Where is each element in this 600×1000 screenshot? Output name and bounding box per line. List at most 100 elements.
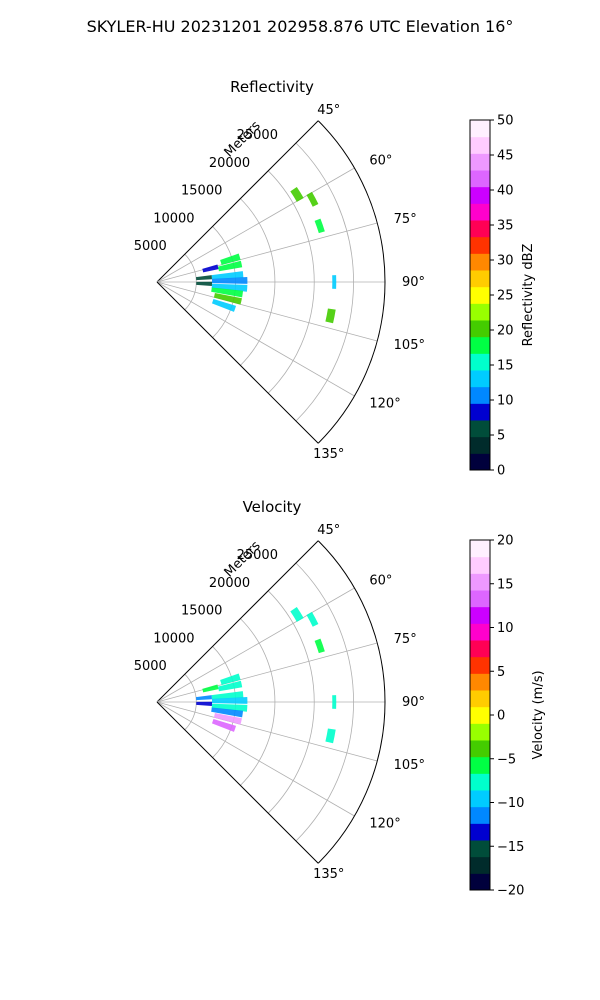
velocity-colorbar-swatch-18	[470, 573, 490, 591]
velocity-colorbar-swatch-13	[470, 656, 490, 674]
reflectivity-colorbar-swatch-15	[470, 203, 490, 221]
velocity-colorbar-swatch-19	[470, 556, 490, 574]
reflectivity-title: Reflectivity	[230, 78, 314, 96]
reflectivity-colorbar-swatch-8	[470, 320, 490, 338]
velocity-colorbar-swatch-5	[470, 790, 490, 808]
reflectivity-colorbar-tick-label-2: 10	[497, 394, 514, 409]
reflectivity-colorbar-swatch-14	[470, 220, 490, 238]
reflectivity-colorbar-swatch-11	[470, 270, 490, 288]
reflectivity-echo-13	[314, 218, 325, 234]
velocity-spoke-6	[156, 701, 319, 864]
reflectivity-spoke-6	[156, 281, 319, 444]
reflectivity-colorbar-swatch-20	[470, 120, 490, 138]
reflectivity-theta-label-3: 90°	[402, 275, 425, 290]
velocity-colorbar-tick-label-3: −5	[497, 752, 516, 767]
reflectivity-colorbar-swatch-4	[470, 386, 490, 404]
reflectivity-echo-2	[211, 283, 248, 292]
reflectivity-colorbar-swatch-18	[470, 153, 490, 171]
reflectivity-colorbar-tick-label-9: 45	[497, 149, 514, 164]
velocity-echo-9	[196, 701, 213, 707]
reflectivity-echo-11	[290, 186, 304, 202]
reflectivity-colorbar-swatch-19	[470, 136, 490, 154]
velocity-spoke-4	[156, 701, 378, 762]
reflectivity-echo-12	[306, 191, 319, 207]
velocity-echo-4	[217, 680, 243, 692]
reflectivity-colorbar-tick-label-5: 25	[497, 289, 514, 304]
reflectivity-colorbar-swatch-13	[470, 236, 490, 254]
velocity-colorbar-swatch-4	[470, 806, 490, 824]
velocity-echo-10	[202, 684, 219, 693]
reflectivity-echo-3	[211, 287, 244, 298]
velocity-sector: 45° 60° 75° 90° 105° 120° 135° 5000 10000 15000 20…	[134, 523, 425, 882]
velocity-colorbar-swatch-2	[470, 840, 490, 858]
velocity-colorbar-tick-label-5: 5	[497, 665, 505, 680]
reflectivity-theta-label-4: 105°	[394, 338, 425, 353]
velocity-echo-12	[306, 611, 319, 627]
velocity-theta-label-4: 105°	[394, 758, 425, 773]
reflectivity-theta-label-6: 135°	[313, 447, 344, 462]
reflectivity-spoke-0	[156, 120, 319, 283]
reflectivity-colorbar-tick-label-7: 35	[497, 219, 514, 234]
reflectivity-echo-8	[196, 275, 212, 281]
velocity-spoke-5	[156, 701, 355, 817]
velocity-colorbar-tick-label-2: −10	[497, 796, 524, 811]
velocity-colorbar-tick-label-6: 10	[497, 621, 514, 636]
reflectivity-colorbar-tick-label-10: 50	[497, 114, 514, 129]
velocity-colorbar-tick-label-1: −15	[497, 840, 524, 855]
velocity-echo-14	[332, 695, 337, 709]
velocity-theta-label-2: 75°	[394, 632, 417, 647]
reflectivity-theta-label-1: 60°	[369, 154, 392, 169]
velocity-theta-label-1: 60°	[369, 574, 392, 589]
velocity-colorbar-swatch-6	[470, 773, 490, 791]
velocity-r-label-2: 15000	[181, 604, 222, 619]
velocity-colorbar-swatch-7	[470, 756, 490, 774]
reflectivity-r-label-0: 5000	[134, 239, 167, 254]
reflectivity-colorbar-swatch-2	[470, 420, 490, 438]
reflectivity-r-label-2: 15000	[181, 184, 222, 199]
reflectivity-theta-label-2: 75°	[394, 212, 417, 227]
reflectivity-colorbar-tick-label-0: 0	[497, 464, 505, 479]
reflectivity-colorbar-swatch-12	[470, 253, 490, 271]
reflectivity-colorbar-tick-label-4: 20	[497, 324, 514, 339]
velocity-echo-6	[220, 673, 241, 685]
velocity-echo-13	[314, 638, 325, 654]
reflectivity-colorbar-tick-label-8: 40	[497, 184, 514, 199]
reflectivity-theta-label-0: 45°	[317, 103, 340, 118]
velocity-theta-label-6: 135°	[313, 867, 344, 882]
reflectivity-colorbar-label: Reflectivity dBZ	[521, 244, 536, 347]
reflectivity-colorbar-tick-label-3: 15	[497, 359, 514, 374]
velocity-theta-label-0: 45°	[317, 523, 340, 538]
velocity-spoke-2	[156, 642, 378, 703]
reflectivity-r-label-3: 20000	[209, 156, 250, 171]
reflectivity-colorbar-tick-label-1: 5	[497, 429, 505, 444]
reflectivity-colorbar-swatch-16	[470, 186, 490, 204]
figure-title: SKYLER-HU 20231201 202958.876 UTC Elevat…	[87, 17, 514, 36]
velocity-colorbar-tick-label-7: 15	[497, 577, 514, 592]
velocity-colorbar-swatch-11	[470, 690, 490, 708]
reflectivity-colorbar-swatch-17	[470, 170, 490, 188]
reflectivity-colorbar-swatch-10	[470, 286, 490, 304]
velocity-r-label-4: 25000	[237, 548, 278, 563]
velocity-spoke-0	[156, 540, 319, 703]
velocity-r-label-1: 10000	[153, 631, 194, 646]
velocity-colorbar-tick-label-0: −20	[497, 884, 524, 899]
velocity-colorbar-swatch-9	[470, 723, 490, 741]
reflectivity-echo-5	[213, 293, 242, 305]
velocity-colorbar-swatch-17	[470, 590, 490, 608]
velocity-echo-8	[196, 695, 212, 701]
velocity-echo-7	[211, 719, 237, 732]
reflectivity-echo-1	[211, 276, 248, 284]
velocity-echo-5	[213, 713, 242, 725]
reflectivity-colorbar-swatch-6	[470, 353, 490, 371]
velocity-echo-2	[211, 703, 248, 712]
velocity-outer-arc	[317, 540, 386, 864]
velocity-colorbar-tick-label-8: 20	[497, 534, 514, 549]
velocity-colorbar-swatch-20	[470, 540, 490, 558]
velocity-echo-15	[325, 728, 336, 744]
velocity-panel: Velocity 45°60°75°90°105°120°135°5000100…	[134, 498, 546, 899]
reflectivity-echo-6	[220, 253, 241, 265]
reflectivity-colorbar: 0 5 10 15 20 25 30 35 40 45 50	[469, 114, 514, 479]
velocity-echo-3	[211, 707, 244, 718]
velocity-colorbar-swatch-12	[470, 673, 490, 691]
